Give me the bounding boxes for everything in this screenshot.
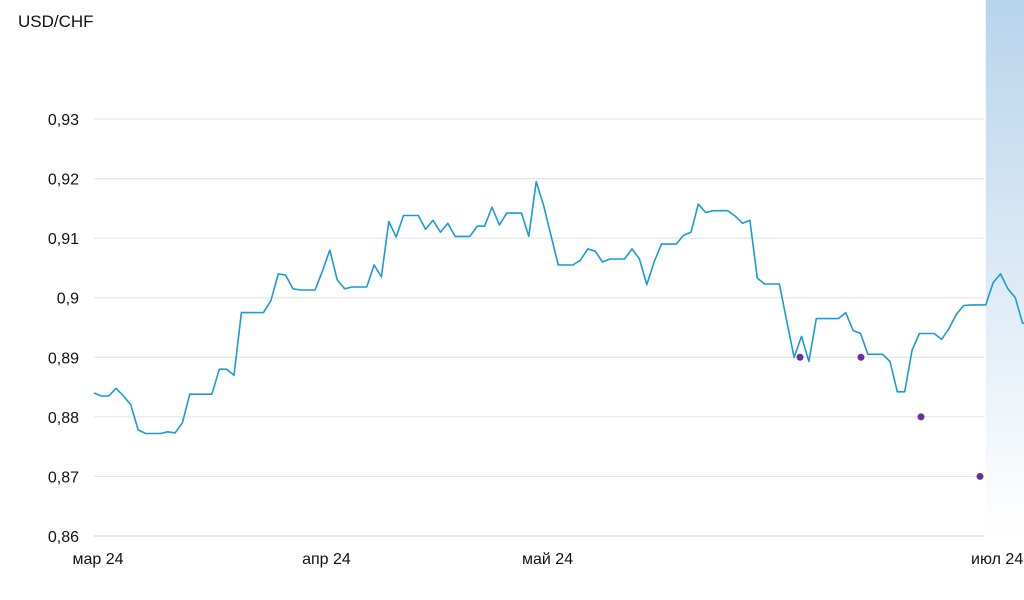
x-tick-label: апр 24	[302, 551, 351, 568]
x-tick-label: июл 24	[971, 551, 1023, 568]
x-tick-label: мар 24	[72, 551, 123, 568]
x-tick-label: май 24	[522, 551, 573, 568]
forecast-point	[796, 353, 804, 361]
y-tick-label: 0,88	[48, 410, 79, 427]
y-tick-label: 0,91	[48, 231, 79, 248]
forecast-point	[857, 353, 865, 361]
grid-lines	[94, 118, 984, 537]
y-tick-label: 0,9	[57, 291, 79, 308]
forecast-point	[976, 472, 984, 480]
forecast-points	[796, 353, 984, 480]
x-axis: мар 24 апр 24 май 24 июл 24	[72, 551, 1023, 568]
y-tick-label: 0,86	[48, 529, 79, 546]
series-line-usd-chf	[93, 180, 1024, 435]
y-tick-label: 0,92	[48, 172, 79, 189]
y-axis: 0,93 0,92 0,91 0,9 0,89 0,88 0,87 0,86	[48, 112, 79, 546]
y-tick-label: 0,87	[48, 469, 79, 486]
y-tick-label: 0,89	[48, 350, 79, 367]
y-tick-label: 0,93	[48, 112, 79, 129]
chart-title: USD/CHF	[18, 12, 94, 31]
forecast-point	[917, 413, 925, 421]
forecast-region	[985, 0, 1024, 536]
